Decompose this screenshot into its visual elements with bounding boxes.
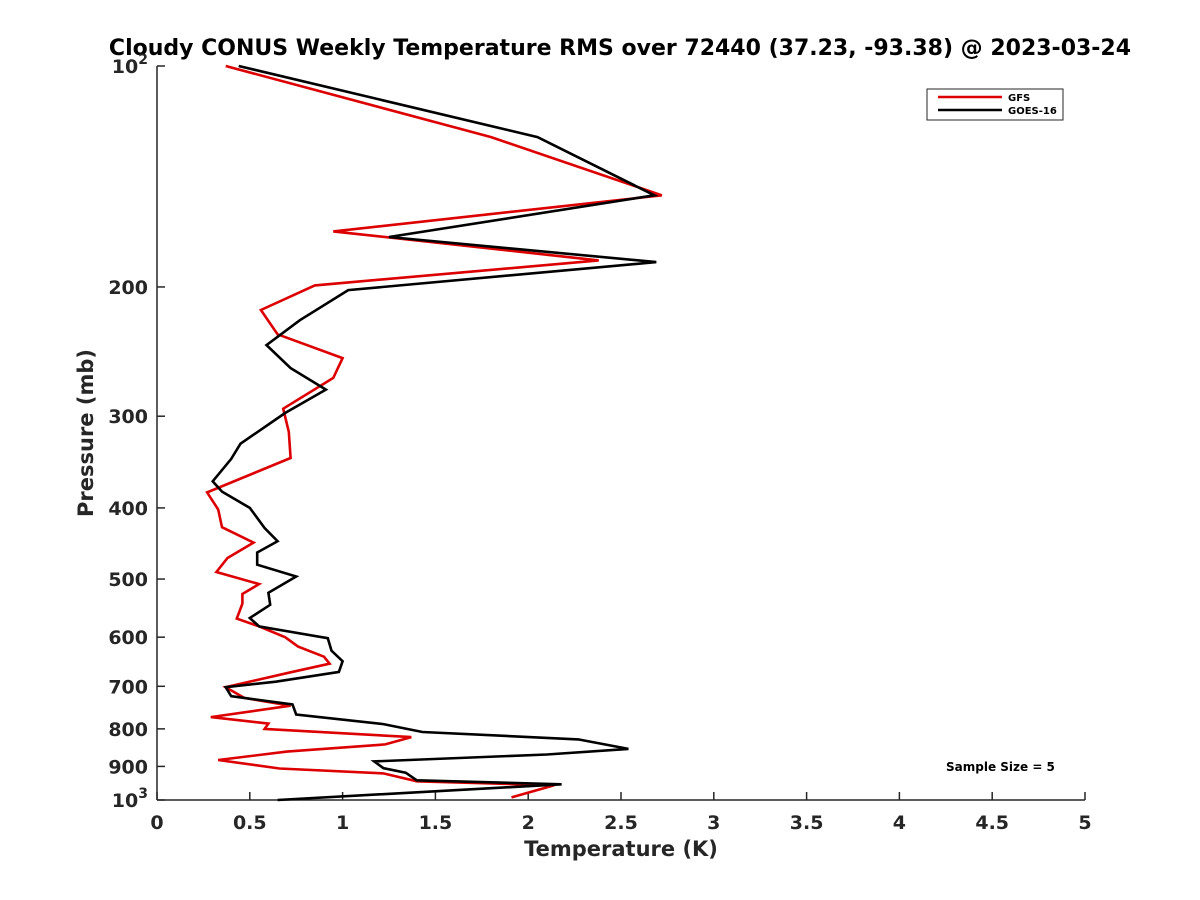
series-layer xyxy=(205,64,663,802)
y-tick-label: 103 xyxy=(112,786,148,812)
y-tick-label: 200 xyxy=(108,277,148,299)
legend-label-goes16: GOES-16 xyxy=(1008,106,1057,117)
x-tick-label: 2.5 xyxy=(604,812,638,834)
y-tick-label: 600 xyxy=(108,627,148,649)
y-tick-label: 300 xyxy=(108,406,148,428)
y-tick-label: 900 xyxy=(108,756,148,778)
series-line-goes16 xyxy=(210,64,659,802)
y-tick-label: 102 xyxy=(112,52,148,78)
plot-area xyxy=(156,66,1085,801)
legend-label-gfs: GFS xyxy=(1008,93,1030,104)
x-tick-label: 4.5 xyxy=(975,812,1009,834)
y-tick-label: 500 xyxy=(108,569,148,591)
x-tick-label: 4 xyxy=(893,812,906,834)
x-tick-label: 0 xyxy=(150,812,163,834)
series-line-gfs xyxy=(205,64,663,799)
y-axis-title: Pressure (mb) xyxy=(74,349,98,517)
chart-title: Cloudy CONUS Weekly Temperature RMS over… xyxy=(109,36,1131,61)
ticks-layer: 0 0.5 1 1.5 2 2.5 3 3.5 4 4.5 5 102 200 300 400 500 600 7… xyxy=(108,52,1091,834)
x-tick-label: 1.5 xyxy=(419,812,453,834)
x-tick-label: 2 xyxy=(522,812,535,834)
legend: GFS GOES-16 xyxy=(926,88,1064,121)
x-axis-title: Temperature (K) xyxy=(524,837,718,861)
y-tick-label: 800 xyxy=(108,719,148,741)
y-tick-label: 700 xyxy=(108,676,148,698)
sample-size-annotation: Sample Size = 5 xyxy=(946,760,1055,774)
x-tick-label: 0.5 xyxy=(233,812,267,834)
y-tick-label: 400 xyxy=(108,498,148,520)
legend-box xyxy=(926,88,1064,121)
x-tick-label: 3 xyxy=(707,812,720,834)
x-tick-label: 5 xyxy=(1078,812,1091,834)
x-tick-label: 1 xyxy=(336,812,349,834)
x-tick-label: 3.5 xyxy=(790,812,824,834)
